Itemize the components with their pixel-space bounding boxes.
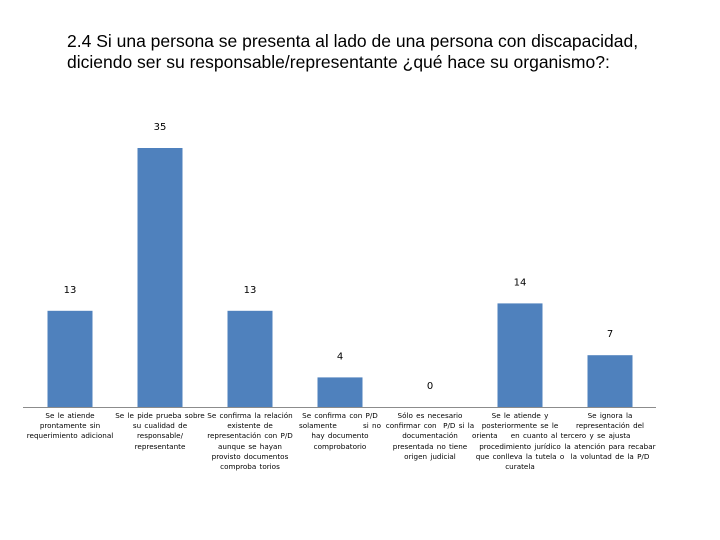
category-label-2-line-2: representación con P/D [207,431,293,441]
category-label-1-line-0: Se le pide prueba sobre [115,411,205,420]
value-label-5: 14 [514,277,527,288]
value-label-2: 13 [244,285,257,296]
category-label-0-line-0: Se le atiende [45,411,95,420]
category-label-4: Sólo es necesario confirmar con P/D si la… [382,411,478,462]
value-labels: 13 35 13 4 0 14 7 [64,122,614,392]
value-label-0: 13 [64,285,77,296]
category-label-6-line-2: y se ajusta [589,431,631,441]
category-label-5-line-4: que conlleva la tutela o [475,451,565,461]
value-label-4: 0 [427,381,433,392]
category-label-1-line-1: su cualidad de [132,421,188,431]
value-label-1: 35 [154,122,167,133]
category-label-5-line-0: Se le atiende y [491,411,549,420]
value-label-3: 4 [337,351,343,362]
category-label-2-line-0: Se confirma la relación [207,411,293,420]
category-label-2-line-1: existente de [227,421,273,431]
category-label-4-line-1: confirmar con P/D si la [385,421,475,431]
category-label-6-line-1: representación del [575,421,645,431]
category-label-6-line-4: la voluntad de la P/D [570,451,650,461]
category-label-5-line-5: curatela [505,462,535,472]
category-label-5: Se le atiende y posteriormente se le orien… [472,411,587,472]
category-label-0: Se le atiende prontamente sin requerimient… [22,411,118,442]
bar-5 [497,303,543,407]
bar-2 [227,310,273,407]
chart-title-line-2: diciendo ser su responsable/representant… [67,52,610,72]
category-label-3-line-3: comprobatorio [313,441,367,451]
category-label-4-line-4: origen judicial [404,451,456,461]
category-label-4-line-0: Sólo es necesario [397,411,463,420]
category-label-2-line-5: comproba torios [220,462,280,472]
category-label-0-line-2: requerimiento adicional [26,431,114,441]
category-label-5-line-3: procedimiento jurídico [479,441,561,451]
category-label-1-line-3: representante [134,441,186,451]
category-label-6: Se ignora la representación del y se ajust… [562,411,658,462]
bar-3 [317,377,363,407]
category-label-0-line-1: prontamente sin [39,421,101,431]
category-label-2-line-4: provisto documentos [211,451,289,461]
category-label-5-line-1: posteriormente se le [481,421,559,431]
category-label-5-line-2: orienta en cuanto al tercero [472,431,587,441]
category-label-2: Se confirma la relación existente de repre… [202,411,298,472]
bar-series [47,148,633,407]
value-label-6: 7 [607,329,613,340]
chart-title-line-1: 2.4 Si una persona se presenta al lado d… [67,31,639,51]
bar-6 [587,355,633,407]
category-label-4-line-2: documentación [402,431,458,441]
category-label-1-line-2: responsable/ [136,431,184,441]
category-label-3: Se confirma con P/D solamente si no hay do… [292,411,388,452]
category-label-2-line-3: aunque se hayan [218,441,282,451]
category-label-3-line-1: solamente si no [298,421,382,431]
category-label-3-line-2: hay documento [311,431,369,441]
category-label-6-line-3: la atención para recabar [564,441,656,451]
category-label-6-line-0: Se ignora la [587,411,633,420]
bar-0 [47,310,93,407]
category-label-4-line-3: presentada no tiene [392,441,468,451]
chart-title: 2.4 Si una persona se presenta al lado d… [67,31,687,73]
category-label-3-line-0: Se confirma con P/D [302,411,378,420]
bar-1 [137,148,183,407]
category-label-1: Se le pide prueba sobre su cualidad de res… [112,411,208,452]
